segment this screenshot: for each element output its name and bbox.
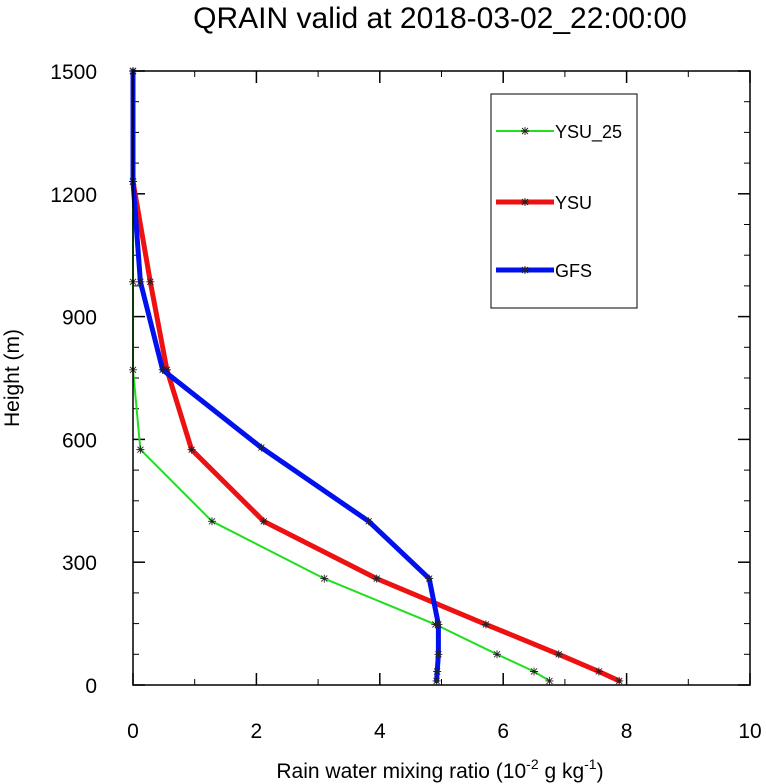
data-point-marker (433, 667, 442, 676)
axis-ticks: 0 2 4 6 8 10 0 300 600 900 1200 1500 (50, 61, 761, 743)
data-point-marker (207, 517, 216, 526)
data-point-marker (594, 667, 603, 676)
x-tick-label: 10 (738, 720, 761, 743)
legend-label: YSU_25 (555, 122, 622, 143)
data-point-marker (259, 517, 268, 526)
data-point-marker (545, 676, 554, 685)
x-axis-label: Rain water mixing ratio (10-2 g kg-1) (276, 756, 603, 783)
legend-marker (521, 198, 529, 206)
legend-marker (521, 127, 529, 135)
data-point-marker (146, 277, 155, 286)
data-point-marker (162, 365, 171, 374)
data-point-marker (434, 650, 443, 659)
y-tick-label: 600 (62, 429, 97, 452)
y-tick-label: 0 (85, 675, 97, 698)
data-point-marker (136, 445, 145, 454)
data-point-marker (434, 620, 443, 629)
legend-label: YSU (555, 193, 592, 213)
y-tick-label: 1200 (50, 184, 97, 207)
data-point-marker (481, 620, 490, 629)
legend-label: GFS (555, 261, 592, 281)
data-point-marker (187, 445, 196, 454)
x-tick-label: 6 (497, 720, 509, 743)
data-point-marker (364, 517, 373, 526)
data-point-marker (493, 650, 502, 659)
legend-marker (521, 266, 529, 274)
series-line (130, 68, 441, 684)
y-tick-label: 900 (62, 307, 97, 330)
data-point-marker (158, 365, 167, 374)
data-point-marker (372, 574, 381, 583)
chart-title: QRAIN valid at 2018-03-02_22:00:00 (193, 2, 687, 35)
data-point-marker (425, 574, 434, 583)
x-tick-label: 0 (127, 720, 139, 743)
data-point-marker (530, 667, 539, 676)
y-tick-label: 300 (62, 552, 97, 575)
legend: YSU_25 YSU GFS (490, 93, 638, 309)
series-line (132, 70, 551, 682)
data-point-marker (257, 443, 266, 452)
data-point-marker (615, 676, 624, 685)
series-gfs (129, 67, 443, 685)
x-tick-label: 2 (251, 720, 263, 743)
y-axis-label: Height (m) (1, 329, 24, 427)
data-point-marker (136, 277, 145, 286)
y-tick-label: 1500 (50, 61, 97, 84)
x-tick-label: 8 (621, 720, 633, 743)
plot-frame (132, 70, 751, 686)
data-point-marker (554, 650, 563, 659)
data-point-marker (320, 574, 329, 583)
x-tick-label: 4 (374, 720, 386, 743)
data-point-marker (432, 676, 441, 685)
series-ysu-25 (129, 67, 554, 685)
